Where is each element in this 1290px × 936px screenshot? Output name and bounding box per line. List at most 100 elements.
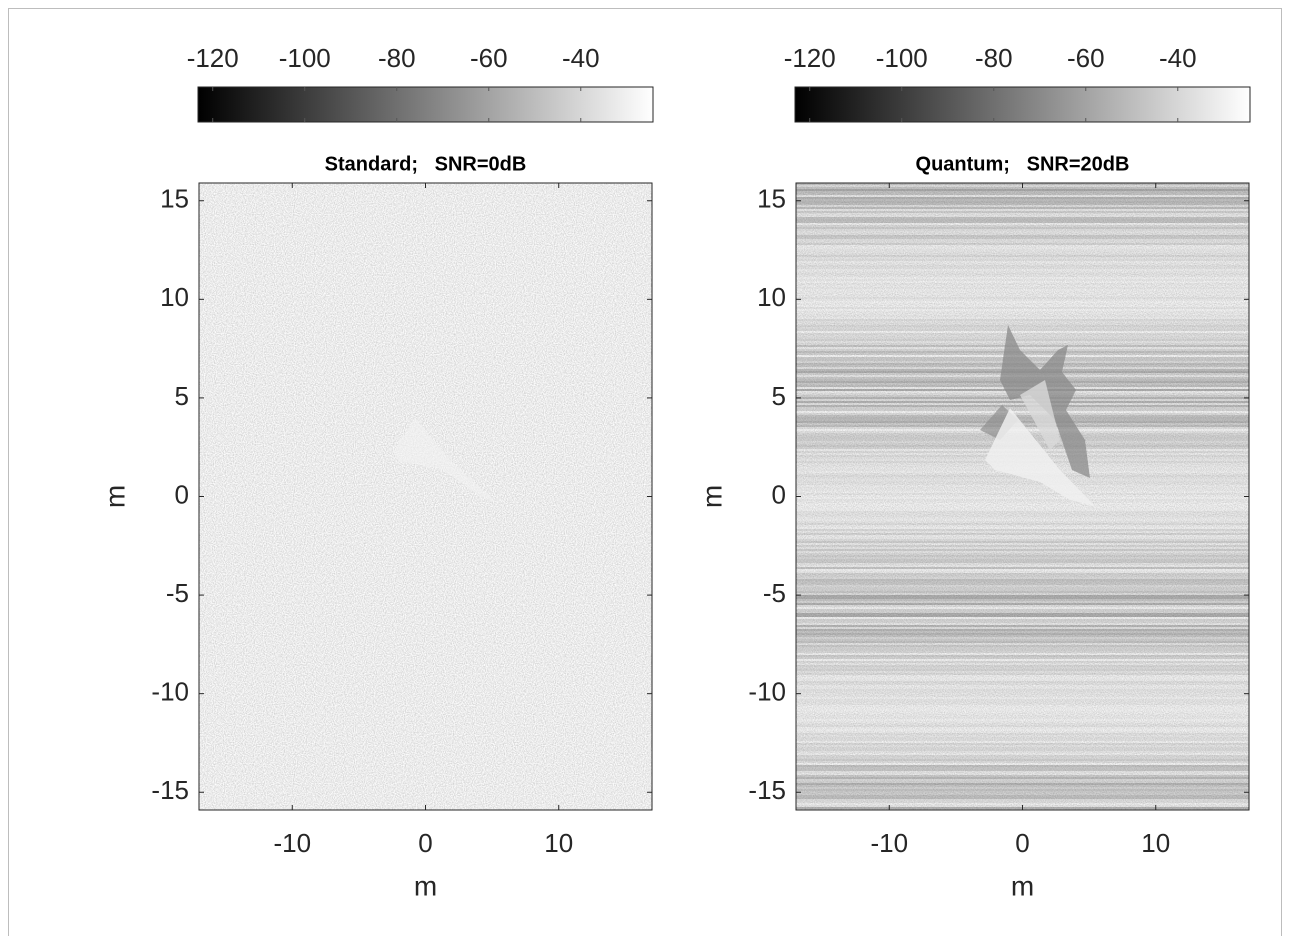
stripe xyxy=(796,753,1249,755)
frame xyxy=(8,8,1282,936)
stripe xyxy=(796,315,1249,317)
colorbar-tick-label: -40 xyxy=(1159,43,1197,73)
stripe xyxy=(796,533,1249,535)
stripe xyxy=(796,763,1249,765)
stripe xyxy=(796,303,1249,305)
stripe xyxy=(796,417,1249,419)
x-tick-label: -10 xyxy=(273,828,311,858)
stripe xyxy=(796,629,1249,631)
stripe xyxy=(796,731,1249,733)
x-axis-label: m xyxy=(414,870,437,901)
stripe xyxy=(796,609,1249,611)
colorbar-tick-label: -120 xyxy=(784,43,836,73)
stripe xyxy=(796,613,1249,615)
stripe xyxy=(796,283,1249,285)
stripe xyxy=(796,305,1249,307)
y-tick-label: 0 xyxy=(772,479,786,509)
chart-title: Quantum; SNR=20dB xyxy=(916,153,1130,175)
stripe xyxy=(796,587,1249,589)
stripe xyxy=(796,785,1249,787)
stripe xyxy=(796,703,1249,705)
stripe xyxy=(796,575,1249,577)
y-tick-label: -5 xyxy=(763,578,786,608)
stripe xyxy=(796,329,1249,331)
stripe xyxy=(796,737,1249,739)
stripe xyxy=(796,299,1249,301)
stripe xyxy=(796,591,1249,593)
stripe xyxy=(796,751,1249,753)
stripe xyxy=(796,405,1249,407)
stripe xyxy=(796,553,1249,555)
stripe xyxy=(796,771,1249,773)
y-axis-label: m xyxy=(696,485,727,508)
stripe xyxy=(796,561,1249,563)
stripe xyxy=(796,515,1249,517)
stripe xyxy=(796,289,1249,291)
colorbar-tick-label: -60 xyxy=(1067,43,1105,73)
stripe xyxy=(796,759,1249,761)
stripe xyxy=(796,639,1249,641)
stripe xyxy=(796,335,1249,337)
stripe xyxy=(796,247,1249,249)
stripe xyxy=(796,253,1249,255)
stripe xyxy=(796,517,1249,519)
stripe xyxy=(796,773,1249,775)
stripe xyxy=(796,323,1249,325)
stripe xyxy=(796,225,1249,227)
stripe xyxy=(796,495,1249,497)
stripe xyxy=(796,271,1249,273)
stripe xyxy=(796,765,1249,767)
stripe xyxy=(796,637,1249,639)
stripe xyxy=(796,761,1249,763)
stripe xyxy=(796,337,1249,339)
stripe xyxy=(796,717,1249,719)
colorbar-tick-label: -100 xyxy=(876,43,928,73)
stripe xyxy=(796,681,1249,683)
stripe xyxy=(796,779,1249,781)
stripe xyxy=(796,597,1249,599)
stripe xyxy=(796,529,1249,531)
stripe xyxy=(796,505,1249,507)
stripe xyxy=(796,317,1249,319)
stripe xyxy=(796,685,1249,687)
stripe xyxy=(796,279,1249,281)
stripe xyxy=(796,219,1249,221)
stripe xyxy=(796,509,1249,511)
stripe xyxy=(796,193,1249,195)
stripe xyxy=(796,647,1249,649)
stripe xyxy=(796,307,1249,309)
stripe xyxy=(796,635,1249,637)
stripe xyxy=(796,707,1249,709)
target xyxy=(393,418,497,503)
stripe xyxy=(796,217,1249,219)
stripe xyxy=(796,723,1249,725)
chart-title: Standard; SNR=0dB xyxy=(325,153,527,175)
stripe xyxy=(796,595,1249,597)
stripe xyxy=(796,503,1249,505)
stripe xyxy=(796,787,1249,789)
colorbar-tick-label: -60 xyxy=(470,43,508,73)
stripe xyxy=(796,551,1249,553)
stripe xyxy=(796,339,1249,341)
stripe xyxy=(796,213,1249,215)
stripe xyxy=(796,803,1249,805)
stripe xyxy=(796,263,1249,265)
stripe xyxy=(796,791,1249,793)
stripe xyxy=(796,775,1249,777)
stripe xyxy=(796,729,1249,731)
x-tick-label: -10 xyxy=(870,828,908,858)
stripe xyxy=(796,293,1249,295)
y-tick-label: 5 xyxy=(175,381,189,411)
colorbar-tick-label: -120 xyxy=(187,43,239,73)
stripe xyxy=(796,215,1249,217)
image-panel xyxy=(199,183,652,810)
stripe xyxy=(796,691,1249,693)
stripe xyxy=(796,325,1249,327)
stripe xyxy=(796,477,1249,479)
stripe xyxy=(796,491,1249,493)
y-axis-label: m xyxy=(99,485,130,508)
stripe xyxy=(796,205,1249,207)
colorbar-tick-label: -100 xyxy=(279,43,331,73)
stripe xyxy=(796,631,1249,633)
stripe xyxy=(796,603,1249,605)
